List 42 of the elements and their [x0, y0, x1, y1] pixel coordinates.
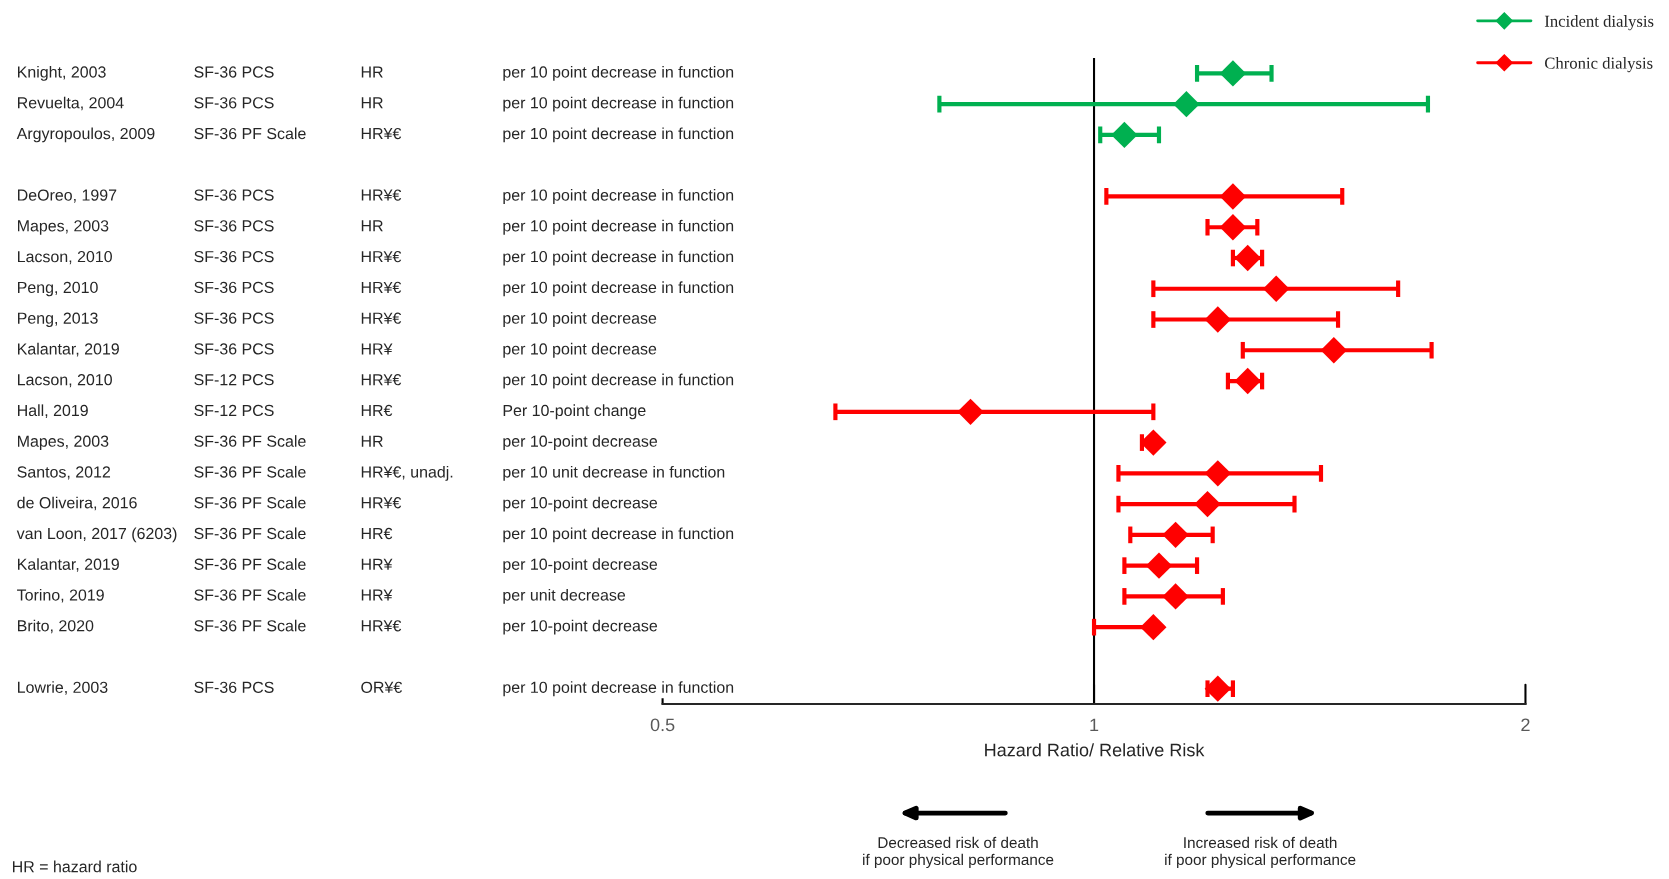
category-label: de Oliveira, 2016 SF-36 PF Scale HR¥€ per 10-point decrease: [17, 496, 658, 512]
category-label: Torino, 2019 SF-36 PF Scale HR¥ per unit decrease: [17, 588, 626, 604]
point: [1219, 183, 1247, 210]
category-label: Lacson, 2010 SF-36 PCS HR¥€ per 10 point decrease in function: [18, 250, 734, 266]
category-label: Mapes, 2003 SF-36 PF Scale HR per 10-point decrease: [18, 435, 658, 451]
legend-label: Chronic dialysis: [1544, 57, 1653, 73]
text: Increased risk of death if poor physical performance: [1165, 836, 1356, 869]
category-label: DeOreo, 1997 SF-36 PCS HR¥€ per 10 point decrease in function: [18, 189, 734, 204]
point: [1162, 521, 1189, 549]
category-label: Peng, 2013 SF-36 PCS HR¥€ per 10 point decrease: [18, 312, 657, 327]
category-label: Santos, 2012 SF-36 PF Scale HR¥€, unadj. per 10 unit decrease in function: [17, 465, 725, 481]
point: [1204, 460, 1231, 487]
point: [1234, 244, 1261, 272]
point: [1219, 60, 1247, 87]
category-label: Kalantar, 2019 SF-36 PF Scale HR¥ per 10-point decrease: [18, 558, 658, 574]
point: [1204, 675, 1231, 702]
text: HR = hazard ratio: [12, 860, 137, 873]
x-tick-label: 0.5: [650, 718, 675, 732]
point: [1194, 490, 1221, 518]
x-tick-label: 2: [1521, 718, 1530, 732]
category-label: Peng, 2010 SF-36 PCS HR¥€ per 10 point decrease in function: [18, 281, 734, 297]
point: [1140, 613, 1167, 641]
category-label: Lacson, 2010 SF-12 PCS HR¥€ per 10 point decrease in function: [18, 373, 734, 389]
category-label: Brito, 2020 SF-36 PF Scale HR¥€ per 10-point decrease: [18, 619, 658, 635]
text: Decreased risk of death if poor physical performance: [863, 836, 1054, 869]
category-label: Lowrie, 2003 SF-36 PCS OR¥€ per 10 point decrease in function: [18, 681, 734, 697]
point: [1234, 367, 1261, 395]
x-tick-label: 1: [1090, 718, 1099, 732]
category-label: Kalantar, 2019 SF-36 PCS HR¥ per 10 point decrease: [18, 342, 657, 358]
category-label: Knight, 2003 SF-36 PCS HR per 10 point decrease in function: [18, 65, 734, 81]
legend-label: Incident dialysis: [1544, 15, 1654, 31]
point: [1219, 214, 1247, 241]
category-label: van Loon, 2017 (6203) SF-36 PF Scale HR€ per 10 point decrease in function: [16, 527, 734, 543]
point: [1162, 583, 1189, 610]
category-label: Argyropoulos, 2009 SF-36 PF Scale HR¥€ per 10 point decrease in function: [16, 127, 734, 143]
point: [1204, 306, 1231, 333]
point: [1173, 90, 1200, 118]
category-label: Revuelta, 2004 SF-36 PCS HR per 10 point decrease in function: [18, 96, 734, 112]
category-label: Hall, 2019 SF-12 PCS HR€ Per 10-point change: [18, 404, 646, 420]
point: [1145, 552, 1173, 579]
category-label: Mapes, 2003 SF-36 PCS HR per 10 point decrease in function: [18, 219, 734, 235]
x-axis-title: Hazard Ratio/ Relative Risk: [985, 743, 1205, 757]
